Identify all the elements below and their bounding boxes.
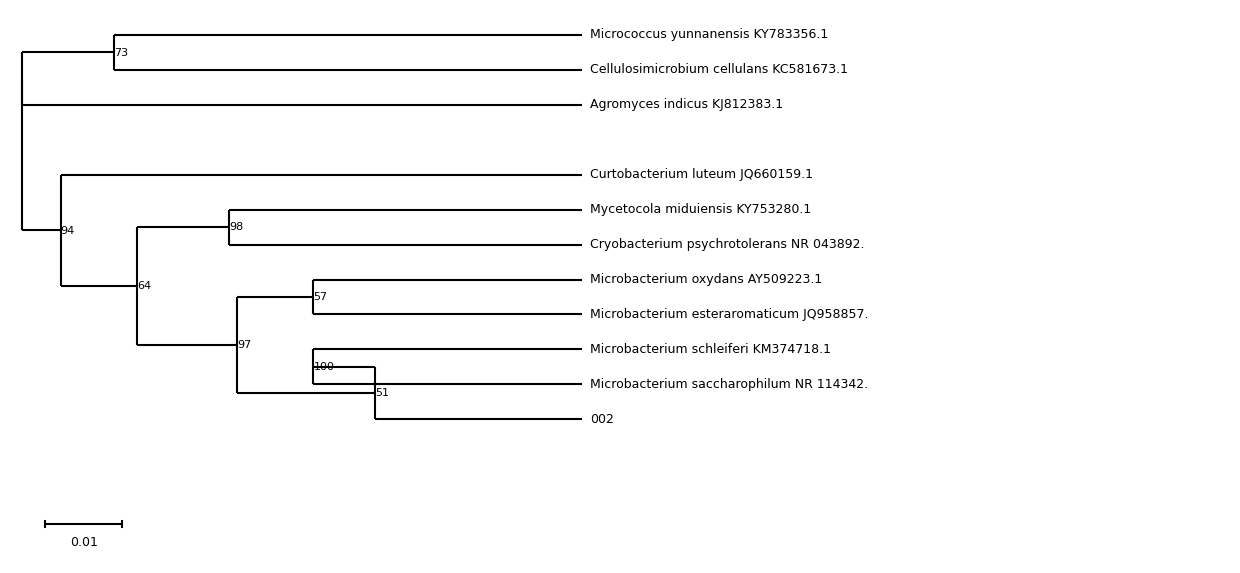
Text: Microbacterium saccharophilum NR 114342.: Microbacterium saccharophilum NR 114342. [590,378,868,391]
Text: Cryobacterium psychrotolerans NR 043892.: Cryobacterium psychrotolerans NR 043892. [590,238,864,251]
Text: 94: 94 [61,226,74,236]
Text: Mycetocola miduiensis KY753280.1: Mycetocola miduiensis KY753280.1 [590,203,811,216]
Text: Micrococcus yunnanensis KY783356.1: Micrococcus yunnanensis KY783356.1 [590,29,828,41]
Text: 100: 100 [314,362,335,372]
Text: Microbacterium schleiferi KM374718.1: Microbacterium schleiferi KM374718.1 [590,343,831,356]
Text: Cellulosimicrobium cellulans KC581673.1: Cellulosimicrobium cellulans KC581673.1 [590,64,848,76]
Text: Agromyces indicus KJ812383.1: Agromyces indicus KJ812383.1 [590,99,784,111]
Text: 51: 51 [374,388,389,398]
Text: Microbacterium esteraromaticum JQ958857.: Microbacterium esteraromaticum JQ958857. [590,308,868,321]
Text: 98: 98 [229,222,243,232]
Text: 002: 002 [590,413,614,426]
Text: Microbacterium oxydans AY509223.1: Microbacterium oxydans AY509223.1 [590,273,822,286]
Text: 97: 97 [237,340,250,350]
Text: Curtobacterium luteum JQ660159.1: Curtobacterium luteum JQ660159.1 [590,168,813,181]
Text: 64: 64 [138,281,151,291]
Text: 57: 57 [314,292,327,302]
Text: 0.01: 0.01 [69,536,98,550]
Text: 73: 73 [114,48,129,58]
